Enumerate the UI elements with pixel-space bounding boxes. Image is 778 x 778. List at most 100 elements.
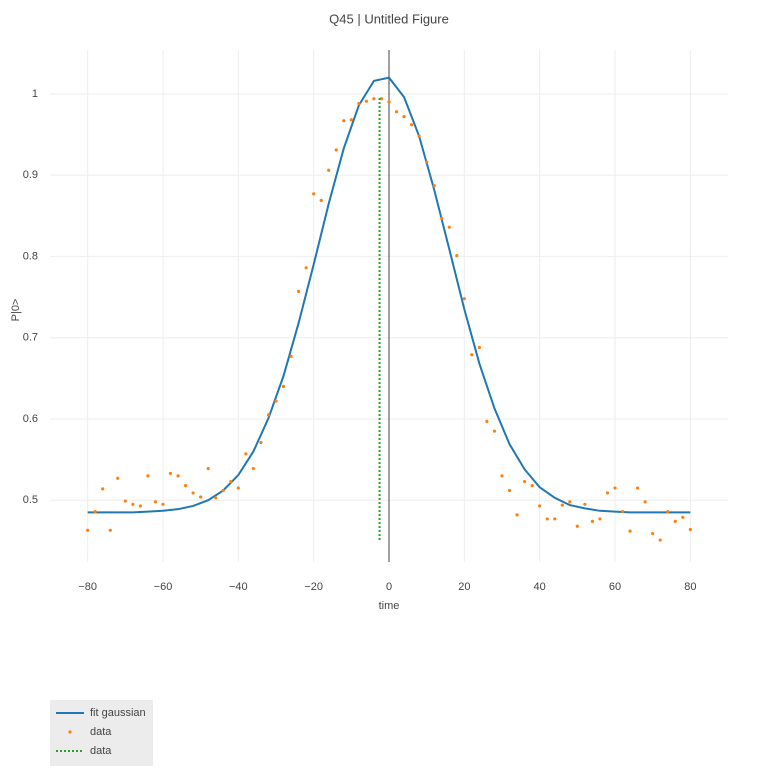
x-tick-label: −20 xyxy=(304,581,323,593)
data-point xyxy=(417,134,421,138)
data-point xyxy=(379,97,384,101)
data-point xyxy=(410,123,414,127)
data-point xyxy=(485,419,489,424)
data-point xyxy=(500,474,504,478)
data-point xyxy=(666,510,670,514)
data-point xyxy=(199,495,203,499)
data-point xyxy=(274,399,278,403)
x-tick-label: 60 xyxy=(609,581,621,593)
data-point xyxy=(327,168,331,172)
series-line xyxy=(87,76,691,514)
data-point xyxy=(613,486,617,490)
data-point xyxy=(658,538,662,542)
data-point xyxy=(583,502,587,506)
data-point xyxy=(575,524,579,528)
data-point xyxy=(590,519,595,523)
data-point xyxy=(176,474,180,478)
data-point xyxy=(297,289,301,293)
x-tick-label: 20 xyxy=(458,581,470,593)
data-point xyxy=(312,192,316,196)
data-point xyxy=(304,266,308,270)
data-point xyxy=(266,413,271,417)
data-point xyxy=(387,100,391,104)
data-point xyxy=(598,517,602,521)
data-point xyxy=(153,500,158,504)
data-point xyxy=(628,529,632,533)
data-point xyxy=(462,297,466,301)
data-point xyxy=(440,216,444,220)
data-point xyxy=(523,479,527,484)
y-axis-label: P|0> xyxy=(10,299,22,322)
x-tick-label: 40 xyxy=(534,581,546,593)
data-point xyxy=(229,479,233,484)
data-point xyxy=(236,486,240,490)
data-point xyxy=(116,476,120,480)
data-point xyxy=(357,102,361,106)
data-point xyxy=(138,504,142,508)
data-point xyxy=(244,452,248,456)
data-point xyxy=(515,513,519,517)
data-point xyxy=(530,484,534,488)
data-point xyxy=(221,488,225,493)
data-point xyxy=(688,527,692,532)
data-point xyxy=(93,510,97,514)
data-point xyxy=(168,471,173,476)
data-point xyxy=(560,503,564,507)
data-point xyxy=(342,119,346,123)
data-point xyxy=(470,353,474,357)
y-tick-label: 1 xyxy=(32,88,38,100)
data-point xyxy=(319,198,323,202)
data-point xyxy=(402,115,406,119)
data-point xyxy=(553,517,557,521)
legend-symbol xyxy=(68,730,72,734)
data-point xyxy=(364,99,368,103)
data-point xyxy=(545,517,549,521)
x-tick-label: −40 xyxy=(229,581,248,593)
data-point xyxy=(681,515,685,519)
data-point xyxy=(455,254,459,258)
data-point xyxy=(108,528,112,532)
data-point xyxy=(643,500,647,504)
data-point xyxy=(184,484,188,488)
data-point xyxy=(477,345,481,350)
data-point xyxy=(206,466,210,471)
legend-label: data xyxy=(90,726,112,738)
legend-box xyxy=(50,700,153,766)
y-tick-label: 0.5 xyxy=(23,494,38,506)
data-point xyxy=(538,504,542,508)
data-point xyxy=(214,496,218,500)
data-point xyxy=(651,531,655,536)
data-point xyxy=(349,118,353,122)
data-point xyxy=(605,491,610,495)
data-point xyxy=(251,466,255,471)
data-point xyxy=(146,474,150,478)
x-tick-label: 80 xyxy=(684,581,696,593)
chart-title: Q45 | Untitled Figure xyxy=(329,11,449,26)
data-point xyxy=(86,528,90,532)
data-point xyxy=(131,502,135,506)
y-tick-label: 0.7 xyxy=(23,332,38,344)
y-tick-label: 0.8 xyxy=(23,250,38,262)
x-tick-label: −60 xyxy=(154,581,173,593)
x-tick-label: 0 xyxy=(386,581,392,593)
data-point xyxy=(432,184,436,188)
y-tick-label: 0.6 xyxy=(23,413,38,425)
data-point xyxy=(507,488,512,493)
data-point xyxy=(334,148,338,152)
data-point xyxy=(425,160,429,164)
data-point xyxy=(161,502,165,506)
legend-label: data xyxy=(90,745,112,757)
data-point xyxy=(281,384,286,389)
data-point xyxy=(492,429,497,433)
x-tick-label: −80 xyxy=(78,581,97,593)
data-point xyxy=(620,510,625,514)
data-point xyxy=(123,499,127,503)
data-point xyxy=(673,519,677,523)
data-point xyxy=(259,440,263,445)
data-point xyxy=(568,500,572,504)
data-point xyxy=(101,487,105,491)
data-point xyxy=(191,491,195,495)
data-point xyxy=(636,486,640,490)
x-axis-label: time xyxy=(379,600,400,612)
